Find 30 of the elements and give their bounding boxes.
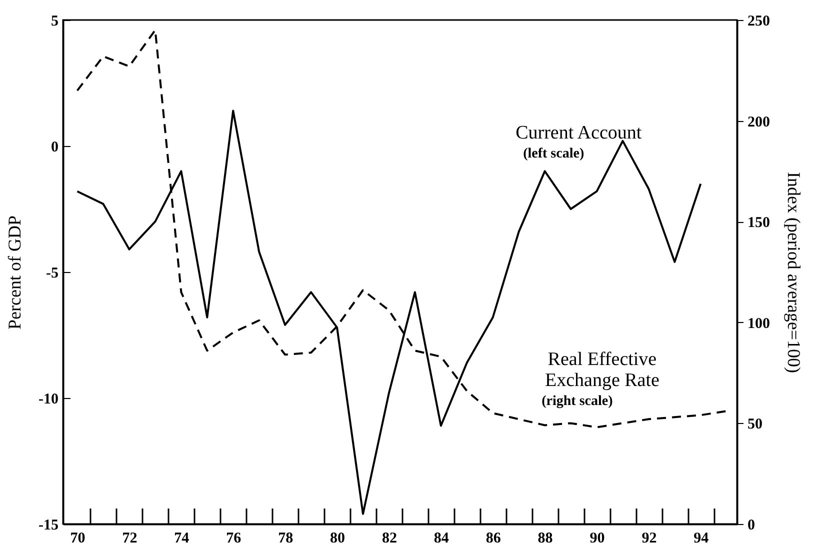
- y-tick-label: -15: [38, 518, 58, 534]
- x-tick-label: 90: [590, 530, 605, 546]
- x-tick-label: 72: [122, 530, 138, 546]
- x-tick-label: 84: [434, 530, 450, 546]
- x-tick-label: 80: [330, 530, 346, 546]
- x-tick-label: 94: [694, 530, 710, 546]
- y-tick-label: -10: [38, 392, 58, 408]
- series-label: Current Account: [516, 122, 642, 144]
- y2-tick-label: 0: [748, 518, 755, 534]
- y2-tick-label: 50: [748, 416, 762, 433]
- y-tick-label: 5: [51, 14, 58, 30]
- y2-tick-label: 150: [748, 215, 770, 232]
- y-axis-title: Percent of GDP: [4, 216, 25, 330]
- y2-tick-label: 200: [748, 114, 770, 130]
- x-tick-label: 78: [278, 530, 294, 546]
- annotation: (right scale): [542, 394, 614, 410]
- y2-tick-label: 250: [748, 14, 770, 30]
- series-label: Real Effective Exchange Rate: [544, 349, 660, 392]
- x-tick-label: 88: [538, 530, 553, 546]
- annotation: (left scale): [523, 146, 584, 162]
- x-tick-label: 82: [382, 530, 397, 546]
- x-tick-label: 74: [174, 530, 190, 546]
- y-tick-label: -5: [46, 266, 58, 282]
- y2-axis-title: Index (period average=100): [784, 172, 804, 374]
- x-tick-label: 86: [486, 530, 502, 546]
- y2-tick-label: 100: [748, 316, 770, 332]
- x-tick-label: 76: [226, 530, 242, 546]
- x-tick-label: 70: [70, 530, 86, 546]
- y-tick-label: 0: [51, 140, 58, 156]
- x-tick-label: 92: [642, 530, 657, 546]
